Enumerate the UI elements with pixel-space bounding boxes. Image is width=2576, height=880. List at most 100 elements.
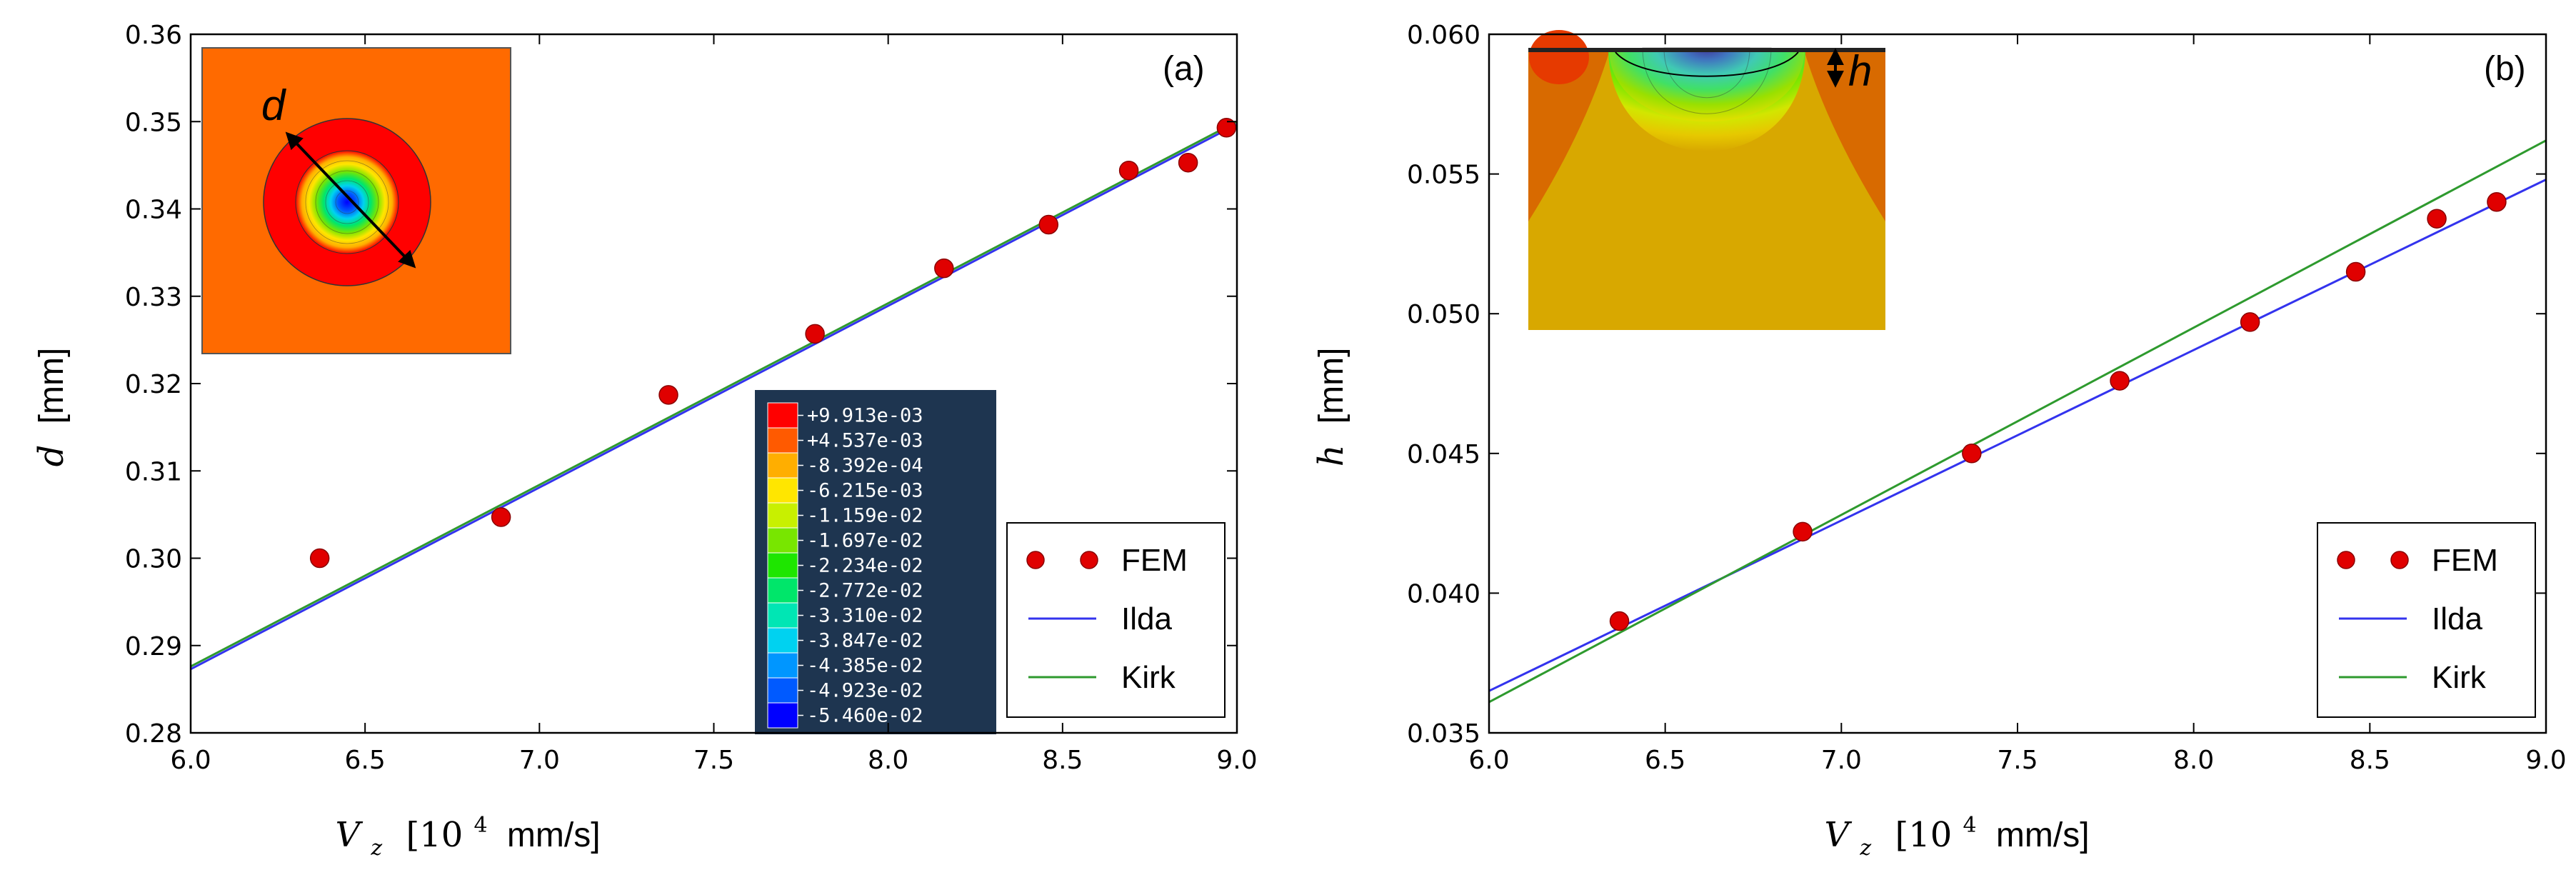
colorbar-label: -1.697e-02 — [807, 530, 923, 552]
colorbar-swatch — [767, 477, 798, 504]
panel-a-xlabel: V z [10 4 mm/s] — [335, 801, 600, 864]
panel-b-y-tick-label: 0.055 — [1407, 161, 1480, 190]
panel-b-y-tick-label: 0.050 — [1407, 300, 1480, 329]
colorbar-label: -3.847e-02 — [807, 630, 923, 652]
colorbar-label: -3.310e-02 — [807, 605, 923, 627]
colorbar-label: +9.913e-03 — [807, 405, 923, 427]
panel-b-fem-point — [2240, 312, 2260, 332]
panel-a-y-tick-label: 0.31 — [125, 457, 182, 486]
panel-a-y-tick-label: 0.28 — [125, 719, 182, 749]
panel-a: d [mm] V z [10 4 mm/s] (a) d +9.913e-03+… — [31, 21, 1258, 864]
colorbar-label: -4.923e-02 — [807, 680, 923, 702]
colorbar-label: -1.159e-02 — [807, 505, 923, 527]
panel-a-y-tick-label: 0.34 — [125, 196, 182, 225]
panel-a-kirk-line — [191, 120, 1237, 668]
panel-b-ylabel: h [mm] — [1311, 348, 1351, 467]
colorbar-label: -5.460e-02 — [807, 705, 923, 727]
panel-a-x-tick-label: 6.0 — [170, 746, 211, 775]
panel-a-y-tick-label: 0.35 — [125, 108, 182, 137]
colorbar-label: -2.772e-02 — [807, 580, 923, 602]
colorbar-swatch — [767, 577, 798, 604]
colorbar-legend: +9.913e-03 +4.537e-03 -8.392e-04 -6.215e-03… — [755, 390, 996, 734]
panel-b-kirk-line — [1489, 139, 2546, 704]
panel-b-x-tick-label: 7.0 — [1821, 746, 1862, 775]
panel-b-xlabel: V z [10 4 mm/s] — [1824, 801, 2089, 864]
panel-b-x-tick-label: 9.0 — [2525, 746, 2566, 775]
panel-b-y-tick-label: 0.060 — [1407, 21, 1480, 50]
panel-a-legend-kirk-label: Kirk — [1121, 660, 1176, 695]
colorbar-swatch — [767, 452, 798, 479]
panel-a-fem-point — [491, 507, 511, 527]
panel-a-legend-fem-label: FEM — [1121, 543, 1188, 578]
panel-a-fem-point — [805, 324, 825, 344]
panel-b-fem-point — [2345, 261, 2366, 282]
colorbar-swatch — [767, 427, 798, 454]
colorbar-swatch — [767, 602, 798, 629]
panel-a-fem-point — [1178, 152, 1198, 173]
panel-b-x-tick-label: 8.5 — [2350, 746, 2390, 775]
panel-b-legend-fem-marker — [2337, 551, 2355, 569]
panel-b: h [mm] V z [10 4 mm/s] (b) h 6.0 6.5 7 — [1311, 21, 2567, 864]
panel-a-fem-point — [309, 548, 330, 569]
colorbar-swatch — [767, 552, 798, 579]
panel-a-x-tick-label: 9.0 — [1216, 746, 1257, 775]
panel-a-y-tick-label: 0.33 — [125, 283, 182, 312]
panel-b-tag: (b) — [2484, 50, 2526, 88]
panel-b-inset-cross-section: h — [1528, 30, 1885, 330]
panel-a-legend-ilda-label: Ilda — [1121, 601, 1172, 636]
panel-a-x-tick-label: 8.0 — [868, 746, 908, 775]
panel-b-legend-fem-marker — [2390, 551, 2409, 569]
panel-a-y-tick-label: 0.36 — [125, 21, 182, 50]
panel-a-ylabel: d [mm] — [31, 348, 71, 467]
panel-a-legend-fem-marker — [1026, 551, 1045, 569]
colorbar-swatch — [767, 502, 798, 529]
panel-b-x-tick-label: 6.0 — [1468, 746, 1509, 775]
panel-b-y-tick-label: 0.035 — [1407, 719, 1480, 749]
colorbar-label: +4.537e-03 — [807, 430, 923, 452]
panel-a-fem-point — [934, 258, 954, 279]
panel-b-legend-kirk-label: Kirk — [2432, 660, 2487, 695]
panel-b-fem-point — [1793, 521, 1813, 542]
colorbar-swatch — [767, 652, 798, 679]
panel-a-y-tick-label: 0.29 — [125, 632, 182, 661]
panel-b-fem-point — [2487, 191, 2507, 212]
colorbar-swatch — [767, 702, 798, 729]
panel-b-x-tick-label: 6.5 — [1645, 746, 1685, 775]
colorbar-label: -6.215e-03 — [807, 480, 923, 502]
panel-b-fem-point — [1609, 611, 1630, 631]
panel-a-x-tick-label: 7.0 — [519, 746, 560, 775]
panel-a-inset-label: d — [261, 81, 286, 129]
panel-b-fem-point — [2110, 371, 2130, 391]
colorbar-label: -8.392e-04 — [807, 455, 923, 477]
panel-a-y-tick-label: 0.32 — [125, 370, 182, 399]
colorbar-swatch — [767, 627, 798, 654]
colorbar-swatch — [767, 677, 798, 704]
panel-a-ilda-line — [191, 123, 1237, 671]
panel-b-y-tick-label: 0.045 — [1407, 440, 1480, 469]
panel-b-inset-label: h — [1848, 47, 1872, 95]
colorbar-swatch — [767, 402, 798, 429]
panel-a-inset-top-view: d — [201, 47, 511, 354]
panel-b-x-tick-label: 8.0 — [2173, 746, 2214, 775]
panel-b-legend-ilda-label: Ilda — [2432, 601, 2482, 636]
panel-a-fem-point — [658, 385, 678, 405]
panel-b-fem-point — [2427, 209, 2447, 229]
panel-a-fem-point — [1038, 214, 1059, 235]
panel-a-fem-point — [1118, 160, 1139, 181]
panel-a-tag: (a) — [1163, 50, 1205, 88]
panel-b-y-tick-label: 0.040 — [1407, 579, 1480, 609]
panel-b-legend-fem-label: FEM — [2432, 543, 2498, 578]
panel-a-y-tick-label: 0.30 — [125, 545, 182, 574]
panel-b-fem-point — [1962, 444, 1982, 464]
colorbar-swatch — [767, 527, 798, 554]
panel-a-fem-point — [1216, 118, 1237, 138]
colorbar-label: -2.234e-02 — [807, 555, 923, 577]
panel-a-legend-fem-marker — [1080, 551, 1098, 569]
panel-b-x-tick-label: 7.5 — [1997, 746, 2038, 775]
panel-a-x-tick-label: 7.5 — [693, 746, 734, 775]
panel-a-x-tick-label: 8.5 — [1042, 746, 1083, 775]
panel-a-x-tick-label: 6.5 — [345, 746, 386, 775]
panel-b-ilda-line — [1489, 179, 2546, 692]
colorbar-label: -4.385e-02 — [807, 655, 923, 677]
